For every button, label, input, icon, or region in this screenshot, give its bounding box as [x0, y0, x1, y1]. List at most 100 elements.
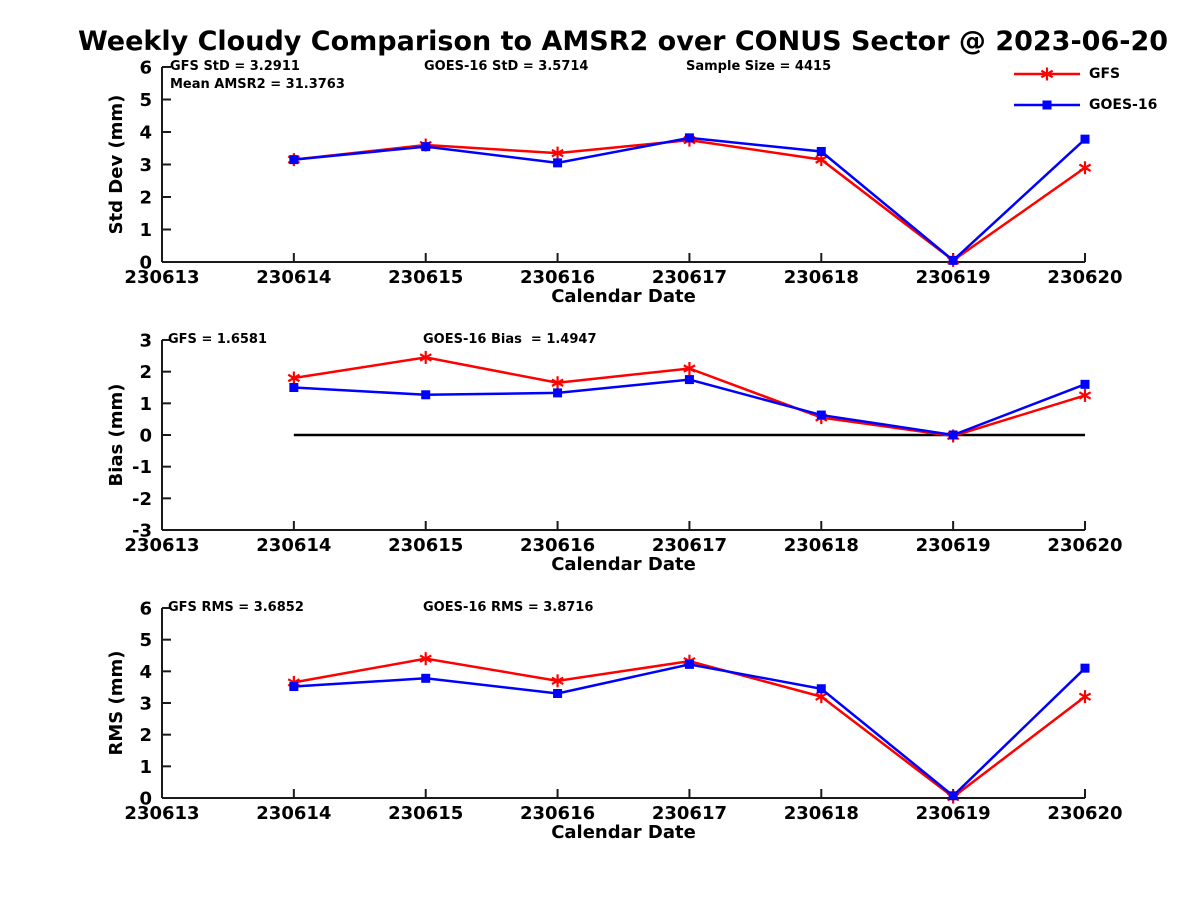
x-tick-label: 230614 — [256, 803, 331, 824]
y-tick-label: 0 — [139, 253, 152, 274]
goes16-marker — [816, 147, 826, 156]
goes16-marker — [1080, 379, 1090, 389]
gfs-marker — [419, 350, 432, 364]
goes16-marker — [816, 410, 826, 420]
annotation-gfs-rms: GFS RMS = 3.6852 — [168, 600, 304, 615]
x-tick-label: 230617 — [652, 535, 727, 556]
goes16-marker — [421, 142, 431, 152]
y-tick-label: 5 — [139, 630, 152, 651]
goes16-marker — [948, 791, 958, 801]
goes16-line-swatch-icon — [1014, 100, 1080, 110]
gfs-line-swatch-icon — [1014, 67, 1080, 81]
legend: GFS GOES-16 — [1014, 65, 1157, 127]
x-tick-label: 230616 — [520, 267, 595, 288]
gfs-marker — [419, 652, 432, 666]
annotation-sample-size: Sample Size = 4415 — [686, 59, 832, 74]
y-tick-label: 0 — [139, 789, 152, 810]
y-tick-label: 1 — [139, 220, 152, 241]
goes16-marker — [816, 684, 826, 694]
y-axis-label: RMS (mm) — [106, 651, 127, 756]
annotation-goes16-std: GOES-16 StD = 3.5714 — [424, 59, 589, 74]
x-tick-label: 230620 — [1047, 803, 1122, 824]
x-tick-label: 230616 — [520, 803, 595, 824]
y-tick-label: 3 — [139, 155, 152, 176]
goes16-marker — [553, 689, 563, 698]
x-tick-label: 230616 — [520, 535, 595, 556]
x-tick-label: 230615 — [388, 535, 463, 556]
y-axis-label: Bias (mm) — [106, 384, 127, 487]
goes16-marker — [421, 673, 431, 683]
x-tick-label: 230618 — [784, 535, 859, 556]
legend-marker — [1040, 67, 1054, 81]
x-tick-label: 230619 — [916, 535, 991, 556]
x-tick-label: 230614 — [256, 267, 331, 288]
y-tick-label: 5 — [139, 90, 152, 111]
y-axis-label: Std Dev (mm) — [106, 95, 127, 235]
annotation-gfs-bias: GFS = 1.6581 — [168, 332, 268, 347]
y-tick-label: 2 — [139, 362, 152, 383]
x-tick-label: 230618 — [784, 803, 859, 824]
goes16-marker — [421, 390, 431, 400]
gfs-marker — [551, 146, 564, 160]
x-tick-label: 230613 — [124, 803, 199, 824]
goes16-marker — [948, 255, 958, 265]
y-tick-label: -3 — [132, 521, 152, 542]
x-tick-label: 230613 — [124, 267, 199, 288]
y-tick-label: 0 — [139, 426, 152, 447]
x-tick-label: 230615 — [388, 267, 463, 288]
gfs-marker — [683, 362, 696, 375]
x-tick-label: 230620 — [1047, 535, 1122, 556]
goes16-marker — [289, 682, 299, 692]
chart-title: Weekly Cloudy Comparison to AMSR2 over C… — [77, 26, 1169, 57]
y-tick-label: 2 — [139, 188, 152, 209]
annotation-goes16-rms: GOES-16 RMS = 3.8716 — [423, 600, 594, 615]
goes16-marker — [948, 430, 958, 440]
x-tick-label: 230620 — [1047, 267, 1122, 288]
x-axis-label: Calendar Date — [551, 554, 696, 575]
goes16-line — [293, 378, 1086, 437]
gfs-line — [293, 138, 1086, 262]
goes16-marker — [684, 133, 694, 143]
y-tick-label: 1 — [139, 757, 152, 778]
goes16-marker — [1080, 663, 1090, 673]
subplot-bias: -3 -2 -1 0 1 2 3 230613 230614 230615 230616 230617… — [106, 331, 1123, 576]
x-axis-label: Calendar Date — [551, 286, 696, 307]
x-axis-label: Calendar Date — [551, 822, 696, 843]
gfs-marker — [1078, 161, 1092, 175]
goes16-line — [293, 663, 1086, 798]
x-tick-label: 230619 — [916, 267, 991, 288]
legend-entry-gfs: GFS — [1014, 65, 1157, 83]
y-tick-label: 1 — [139, 394, 152, 415]
x-tick-label: 230617 — [652, 803, 727, 824]
y-tick-label: 2 — [139, 725, 152, 746]
goes16-marker — [684, 375, 694, 385]
gfs-marker — [551, 376, 564, 390]
gfs-marker — [1078, 388, 1092, 402]
legend-label-goes16: GOES-16 — [1089, 97, 1158, 113]
gfs-marker — [551, 674, 564, 688]
gfs-marker — [287, 371, 301, 385]
x-tick-label: 230618 — [784, 267, 859, 288]
y-tick-label: -1 — [132, 457, 152, 478]
goes16-marker — [553, 388, 563, 398]
y-tick-label: 4 — [139, 662, 152, 683]
y-tick-label: 6 — [139, 58, 152, 79]
legend-marker — [1042, 100, 1052, 110]
annotation-goes16-bias: GOES-16 Bias = 1.4947 — [423, 332, 597, 347]
y-tick-label: 3 — [139, 331, 152, 352]
annotation-mean-amsr2: Mean AMSR2 = 31.3763 — [170, 77, 345, 92]
legend-entry-goes16: GOES-16 — [1014, 96, 1157, 114]
x-tick-label: 230617 — [652, 267, 727, 288]
subplot-rms: 0 1 2 3 4 5 6 230613 230614 230615 230616 230617 230… — [106, 599, 1123, 844]
y-tick-label: -2 — [132, 489, 152, 510]
x-tick-label: 230613 — [124, 535, 199, 556]
x-tick-label: 230619 — [916, 803, 991, 824]
gfs-marker — [1078, 690, 1092, 704]
legend-label-gfs: GFS — [1089, 66, 1121, 82]
goes16-marker — [289, 383, 299, 392]
subplot-std-dev: 0 1 2 3 4 5 6 230613 230614 230615 230616 230617 230… — [106, 58, 1123, 308]
goes16-line — [293, 136, 1086, 263]
annotation-gfs-std: GFS StD = 3.2911 — [170, 59, 300, 74]
